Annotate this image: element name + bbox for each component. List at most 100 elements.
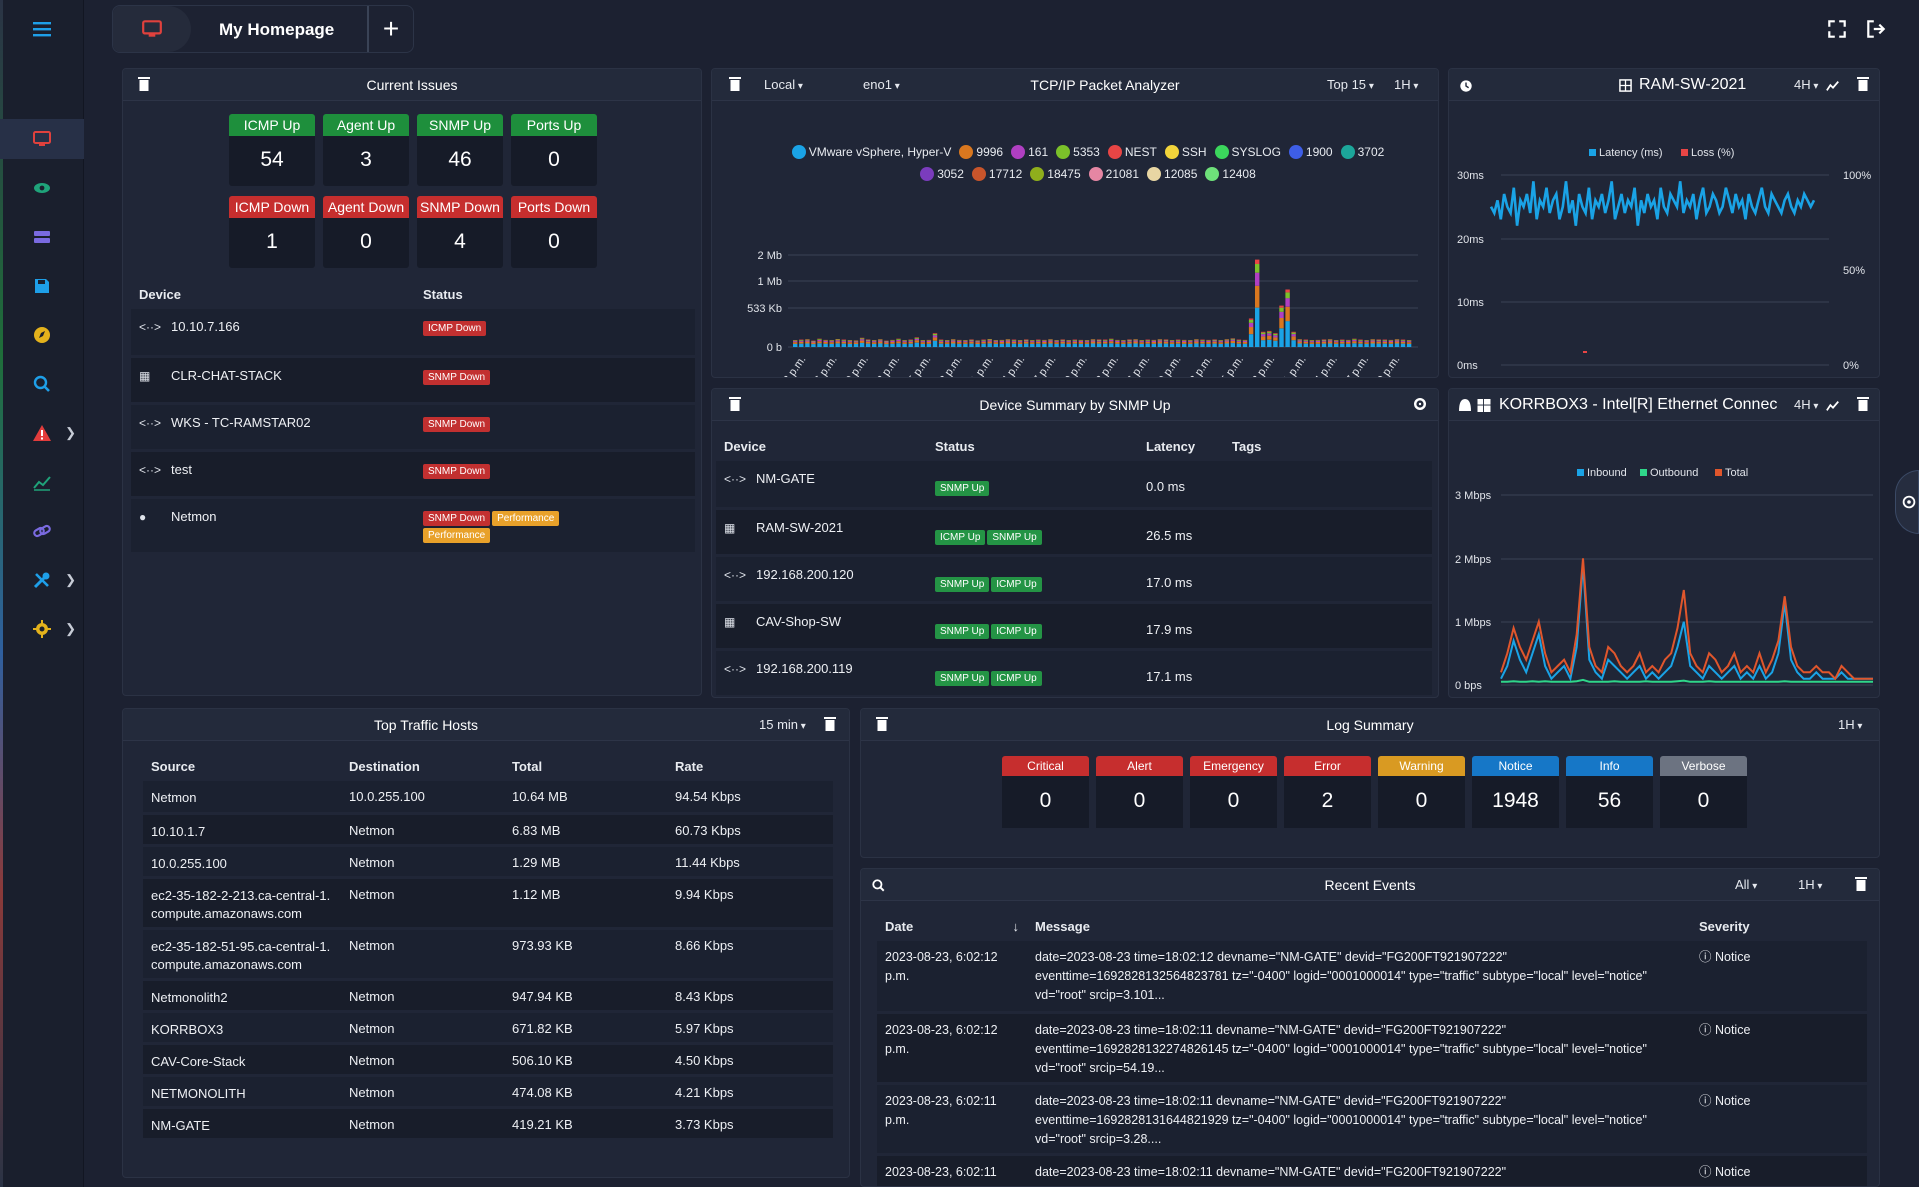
log-tile[interactable]: Critical 0 [1002,756,1089,828]
trash-icon[interactable] [728,76,742,92]
stat-tile[interactable]: SNMP Down 4 [417,196,503,268]
time-range-dropdown[interactable]: 1H [1838,717,1862,732]
column-header[interactable]: Message [1035,918,1090,934]
trash-icon[interactable] [137,76,151,92]
table-row[interactable]: CAV-Core-Stack Netmon 506.10 KB 4.50 Kbps [143,1043,833,1077]
sidebar-item-alerts[interactable]: ❯ [0,413,84,453]
line-chart-icon[interactable] [1826,398,1840,414]
log-tile[interactable]: Emergency 0 [1190,756,1277,828]
table-row[interactable]: ● Netmon SNMP Down Performance Performance [131,497,695,555]
log-tile[interactable]: Alert 0 [1096,756,1183,828]
trash-icon[interactable] [1856,76,1870,92]
range-label[interactable]: 4H [1794,397,1818,412]
table-row[interactable]: KORRBOX3 Netmon 671.82 KB 5.97 Kbps [143,1011,833,1045]
table-row[interactable]: ▦ CAV-Shop-SW SNMP Up ICMP Up 17.9 ms [716,602,1432,651]
filter-dropdown[interactable]: All [1735,877,1757,892]
table-row[interactable]: 10.10.1.7 Netmon 6.83 MB 60.73 Kbps [143,813,833,847]
legend-item[interactable]: 3702 [1340,141,1384,163]
table-row[interactable]: <··> WKS - TC-RAMSTAR02 SNMP Down [131,403,695,452]
legend-item[interactable]: 161 [1011,141,1048,163]
sidebar-item-settings[interactable]: ❯ [0,609,84,649]
legend-item[interactable]: 12408 [1205,163,1256,185]
interface-dropdown[interactable]: eno1 [863,77,900,92]
log-tile[interactable]: Info 56 [1566,756,1653,828]
legend-item[interactable]: 9996 [959,141,1003,163]
device-name[interactable]: 192.168.200.119 [756,660,853,676]
sidebar-item-reports[interactable] [0,462,84,502]
legend-item[interactable]: 5353 [1056,141,1100,163]
stat-tile[interactable]: ICMP Down 1 [229,196,315,268]
log-tile[interactable]: Warning 0 [1378,756,1465,828]
device-name[interactable]: 192.168.200.120 [756,566,854,582]
table-row[interactable]: ec2-35-182-51-95.ca-central-1.compute.am… [143,928,833,981]
table-row[interactable]: ▦ RAM-SW-2021 ICMP Up SNMP Up 26.5 ms [716,508,1432,557]
stat-tile[interactable]: Ports Down 0 [511,196,597,268]
sidebar-item-monitoring[interactable] [0,168,84,208]
device-name[interactable]: WKS - TC-RAMSTAR02 [171,414,311,430]
add-tab-button[interactable]: + [367,6,413,52]
sidebar-item-integrations[interactable] [0,511,84,551]
column-header[interactable]: Rate [675,758,704,774]
table-row[interactable]: NM-GATE Netmon 419.21 KB 3.73 Kbps [143,1107,833,1141]
legend-item[interactable]: 3052 [920,163,964,185]
column-header[interactable]: Status [423,286,463,302]
table-row[interactable]: 2023-08-23, 6:02:12 p.m. date=2023-08-23 … [877,1012,1867,1085]
column-header[interactable]: Total [512,758,543,774]
device-name[interactable]: test [171,461,192,477]
gear-icon[interactable] [1412,396,1428,412]
trash-icon[interactable] [823,716,837,732]
legend-item[interactable]: 12085 [1147,163,1197,185]
sidebar-item-dashboard[interactable] [0,119,84,159]
legend-item[interactable]: 21081 [1088,163,1139,185]
sort-down-icon[interactable]: ↓ [1012,918,1020,934]
device-name[interactable]: NM-GATE [756,471,815,486]
trash-icon[interactable] [875,716,889,732]
device-name[interactable]: RAM-SW-2021 [756,519,844,535]
line-chart-icon[interactable] [1826,78,1840,94]
legend-item[interactable]: VMware vSphere, Hyper-V [791,141,951,163]
tab-home-screen[interactable] [113,6,191,52]
sidebar-item-servers[interactable] [0,217,84,257]
legend-item[interactable]: SSH [1164,141,1207,163]
table-row[interactable]: Netmon 10.0.255.100 10.64 MB 94.54 Kbps [143,781,833,815]
time-range-dropdown[interactable]: 1H [1394,77,1418,92]
sidebar-item-search[interactable] [0,364,84,404]
trash-icon[interactable] [1854,876,1868,892]
device-name[interactable]: CAV-Shop-SW [756,613,842,629]
column-header[interactable]: Latency [1146,438,1196,454]
widget-settings-tab[interactable] [1895,470,1919,534]
time-range-dropdown[interactable]: 1H [1798,877,1822,892]
log-tile[interactable]: Verbose 0 [1660,756,1747,828]
column-header[interactable]: Tags [1232,438,1262,454]
device-name[interactable]: Netmon [171,508,217,524]
column-header[interactable]: Device [139,286,181,302]
sidebar-item-discovery[interactable] [0,315,84,355]
column-header[interactable]: Source [151,758,196,774]
logout-icon[interactable] [1865,18,1887,40]
range-label[interactable]: 4H [1794,77,1818,92]
legend-item[interactable]: 18475 [1030,163,1081,185]
stat-tile[interactable]: SNMP Up 46 [417,114,503,186]
legend-item[interactable]: NEST [1107,141,1157,163]
stat-tile[interactable]: ICMP Up 54 [229,114,315,186]
search-icon[interactable] [871,878,886,893]
source-dropdown[interactable]: Local [764,77,803,92]
column-header[interactable]: Status [935,438,975,454]
legend-item[interactable]: 17712 [971,163,1022,185]
table-row[interactable]: 2023-08-23, 6:02:11 date=2023-08-23 time=… [877,1154,1867,1186]
log-tile[interactable]: Error 2 [1284,756,1371,828]
menu-button[interactable] [0,9,84,49]
legend-item[interactable]: SYSLOG [1214,141,1281,163]
time-range-dropdown[interactable]: 15 min [759,717,806,732]
stat-tile[interactable]: Agent Down 0 [323,196,409,268]
stat-tile[interactable]: Ports Up 0 [511,114,597,186]
sidebar-item-tools[interactable]: ❯ [0,560,84,600]
sidebar-item-backup[interactable] [0,266,84,306]
table-row[interactable]: 2023-08-23, 6:02:12 p.m. date=2023-08-23 … [877,941,1867,1014]
table-row[interactable]: <··> 192.168.200.119 SNMP Up ICMP Up 17.1 ms [716,649,1432,697]
table-row[interactable]: 10.0.255.100 Netmon 1.29 MB 11.44 Kbps [143,845,833,879]
table-row[interactable]: <··> 192.168.200.120 SNMP Up ICMP Up 17.0 ms [716,555,1432,604]
table-row[interactable]: <··> test SNMP Down [131,450,695,499]
table-row[interactable]: NETMONOLITH Netmon 474.08 KB 4.21 Kbps [143,1075,833,1109]
column-header[interactable]: Destination [349,758,420,774]
